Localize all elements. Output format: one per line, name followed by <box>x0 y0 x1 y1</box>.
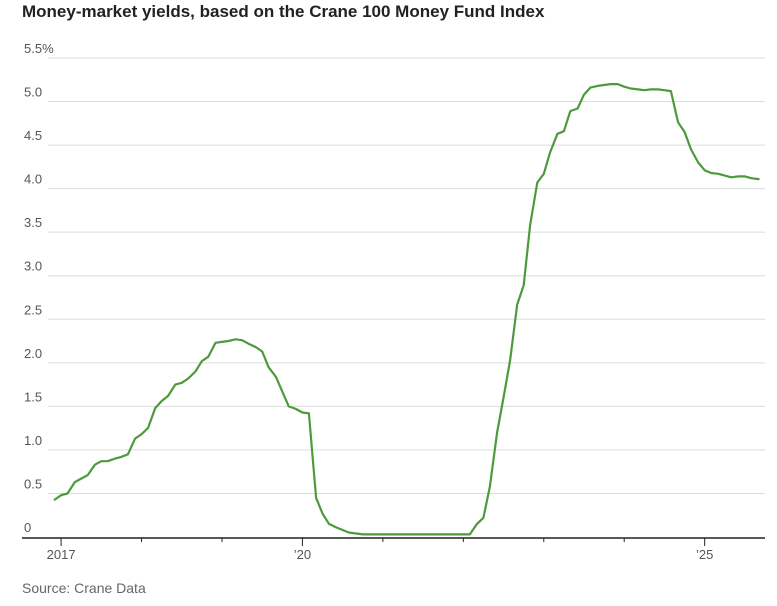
series-line <box>53 82 760 536</box>
y-axis-tick-labels: 0 0.5 1.0 1.5 2.0 2.5 3.0 3.5 4.0 4.5 5.0 5.5% <box>24 41 54 535</box>
y-tick-label: 1.0 <box>24 433 42 448</box>
x-tick-label: 2017 <box>47 547 76 562</box>
y-tick-label: 4.0 <box>24 172 42 187</box>
chart-title: Money-market yields, based on the Crane … <box>22 2 545 21</box>
source-note: Source: Crane Data <box>22 580 146 596</box>
series-group <box>53 82 760 536</box>
y-tick-label: 3.0 <box>24 259 42 274</box>
y-tick-label: 4.5 <box>24 128 42 143</box>
y-tick-label: 0.5 <box>24 476 42 491</box>
x-tick-label: ’25 <box>696 547 713 562</box>
y-tick-label: 5.5% <box>24 41 54 56</box>
x-tick-label: ’20 <box>294 547 311 562</box>
y-tick-label: 0 <box>24 520 31 535</box>
gridlines <box>48 57 765 494</box>
y-tick-label: 2.0 <box>24 346 42 361</box>
y-tick-label: 5.0 <box>24 85 42 100</box>
y-tick-label: 3.5 <box>24 215 42 230</box>
x-axis: 2017 ’20 ’25 <box>22 537 765 562</box>
y-tick-label: 1.5 <box>24 389 42 404</box>
y-tick-label: 2.5 <box>24 302 42 317</box>
